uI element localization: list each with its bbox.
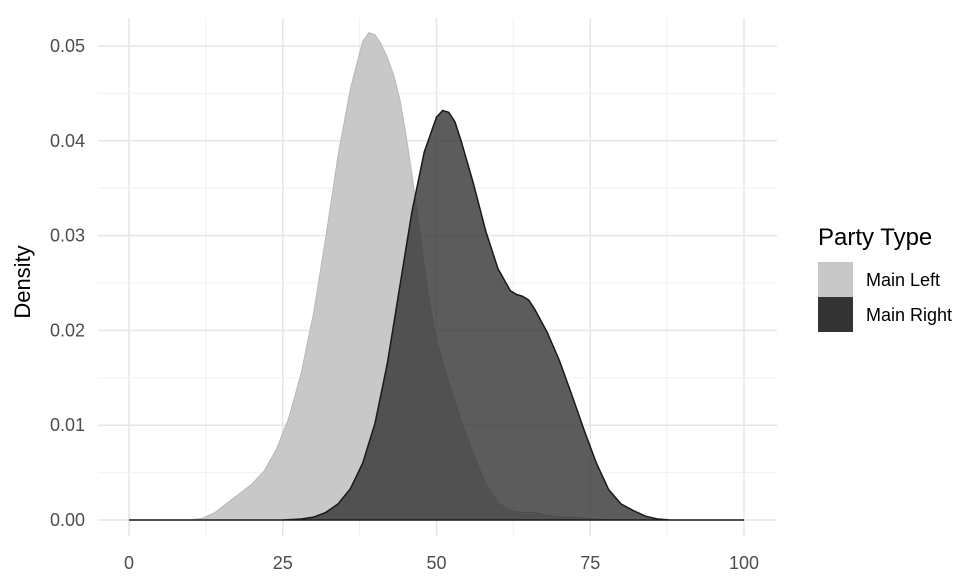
density-area-main-right <box>129 109 744 521</box>
x-tick-label: 100 <box>729 553 759 573</box>
y-tick-label: 0.00 <box>50 510 85 530</box>
y-tick-label: 0.04 <box>50 131 85 151</box>
legend: Party Type Main Left Main Right <box>818 224 952 332</box>
legend-swatch-main-left <box>818 262 853 297</box>
legend-label-main-left: Main Left <box>866 270 940 290</box>
y-axis-title: Density <box>10 245 35 318</box>
legend-title: Party Type <box>818 224 932 251</box>
x-tick-label: 75 <box>580 553 600 573</box>
y-tick-label: 0.02 <box>50 320 85 340</box>
y-tick-label: 0.01 <box>50 415 85 435</box>
legend-swatch-main-right <box>818 297 853 332</box>
legend-label-main-right: Main Right <box>866 305 952 325</box>
axes: 0 25 50 75 100 0.00 0.01 0.02 0.03 0.04 0.05 <box>50 36 759 573</box>
density-series <box>129 32 744 521</box>
x-tick-label: 0 <box>124 553 134 573</box>
x-tick-label: 25 <box>273 553 293 573</box>
x-tick-label: 50 <box>426 553 446 573</box>
y-tick-label: 0.05 <box>50 36 85 56</box>
y-tick-label: 0.03 <box>50 226 85 246</box>
